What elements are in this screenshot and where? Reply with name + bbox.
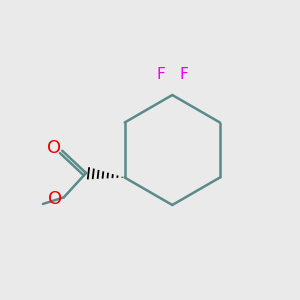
Text: O: O bbox=[48, 190, 62, 208]
Text: F: F bbox=[179, 67, 188, 82]
Text: O: O bbox=[47, 140, 61, 158]
Text: F: F bbox=[157, 67, 165, 82]
